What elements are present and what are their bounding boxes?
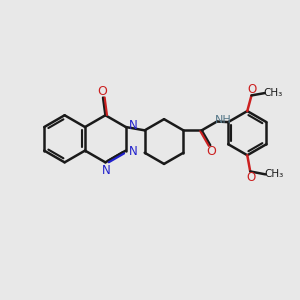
Text: CH₃: CH₃ <box>263 88 283 98</box>
Text: N: N <box>128 119 137 132</box>
Text: N: N <box>128 145 137 158</box>
Text: CH₃: CH₃ <box>264 169 284 179</box>
Text: O: O <box>247 83 256 96</box>
Text: O: O <box>246 171 255 184</box>
Text: O: O <box>97 85 107 98</box>
Text: O: O <box>206 145 216 158</box>
Text: NH: NH <box>215 115 232 125</box>
Text: N: N <box>102 164 111 177</box>
